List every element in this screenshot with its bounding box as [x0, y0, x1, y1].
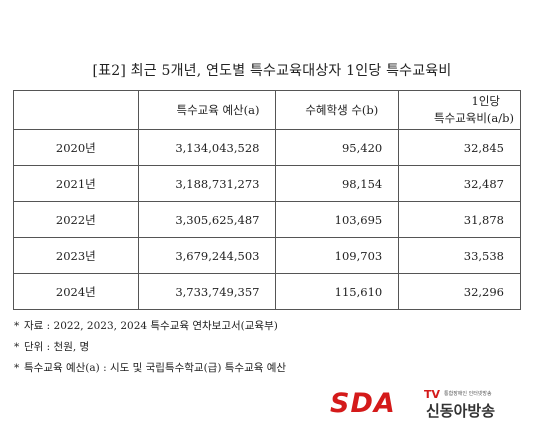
header-per-student-line2: 특수교육비(a/b)	[434, 111, 514, 125]
logo-name: 신동아방송	[426, 402, 496, 420]
budget-cell: 3,305,625,487	[137, 201, 277, 238]
footnote-text: 특수교육 예산(a) : 시도 및 국립특수학교(급) 특수교육 예산	[24, 362, 287, 374]
year-cell: 2024년	[13, 273, 139, 310]
footnote-text: 자료 : 2022, 2023, 2024 특수교육 연차보고서(교육부)	[24, 320, 278, 332]
table-header-row: 특수교육 예산(a) 수혜학생 수(b) 1인당 특수교육비(a/b)	[13, 90, 521, 130]
table-row: 2024년 3,733,749,357 115,610 32,296	[13, 273, 521, 310]
logo-mark: SDA	[330, 388, 396, 419]
year-cell: 2021년	[13, 165, 139, 202]
header-budget: 특수교육 예산(a)	[137, 90, 277, 130]
footnote-source: * 자료 : 2022, 2023, 2024 특수교육 연차보고서(교육부)	[14, 316, 286, 337]
footnote-marker: *	[14, 341, 20, 353]
year-cell: 2020년	[13, 129, 139, 166]
table-row: 2020년 3,134,043,528 95,420 32,845	[13, 129, 521, 166]
per-student-cell: 32,296	[398, 273, 521, 310]
students-cell: 95,420	[275, 129, 400, 166]
footnote-marker: *	[14, 362, 20, 374]
footnote-unit: * 단위 : 천원, 명	[14, 337, 286, 358]
broadcaster-logo: SDA TV 통합장애인 인터넷방송 신동아방송	[330, 388, 510, 420]
logo-subtitle: 통합장애인 인터넷방송	[444, 391, 492, 397]
year-cell: 2022년	[13, 201, 139, 238]
header-per-student-line1: 1인당	[471, 94, 500, 108]
per-student-cell: 32,845	[398, 129, 521, 166]
budget-table: 특수교육 예산(a) 수혜학생 수(b) 1인당 특수교육비(a/b) 2020…	[13, 90, 521, 310]
table-row: 2022년 3,305,625,487 103,695 31,878	[13, 201, 521, 238]
per-student-cell: 32,487	[398, 165, 521, 202]
per-student-cell: 31,878	[398, 201, 521, 238]
table-row: 2023년 3,679,244,503 109,703 33,538	[13, 237, 521, 274]
footnotes: * 자료 : 2022, 2023, 2024 특수교육 연차보고서(교육부) *…	[14, 316, 286, 379]
footnote-text: 단위 : 천원, 명	[24, 341, 90, 353]
header-empty-cell	[13, 90, 139, 130]
budget-cell: 3,679,244,503	[137, 237, 277, 274]
logo-tv: TV	[424, 388, 441, 401]
table-title: [표2] 최근 5개년, 연도별 특수교육대상자 1인당 특수교육비	[92, 63, 452, 79]
students-cell: 103,695	[275, 201, 400, 238]
budget-cell: 3,188,731,273	[137, 165, 277, 202]
students-cell: 115,610	[275, 273, 400, 310]
header-students: 수혜학생 수(b)	[275, 90, 400, 130]
per-student-cell: 33,538	[398, 237, 521, 274]
budget-cell: 3,134,043,528	[137, 129, 277, 166]
table-row: 2021년 3,188,731,273 98,154 32,487	[13, 165, 521, 202]
students-cell: 98,154	[275, 165, 400, 202]
header-per-student: 1인당 특수교육비(a/b)	[398, 90, 521, 130]
footnote-marker: *	[14, 320, 20, 332]
students-cell: 109,703	[275, 237, 400, 274]
budget-cell: 3,733,749,357	[137, 273, 277, 310]
footnote-budget-definition: * 특수교육 예산(a) : 시도 및 국립특수학교(급) 특수교육 예산	[14, 358, 286, 379]
year-cell: 2023년	[13, 237, 139, 274]
